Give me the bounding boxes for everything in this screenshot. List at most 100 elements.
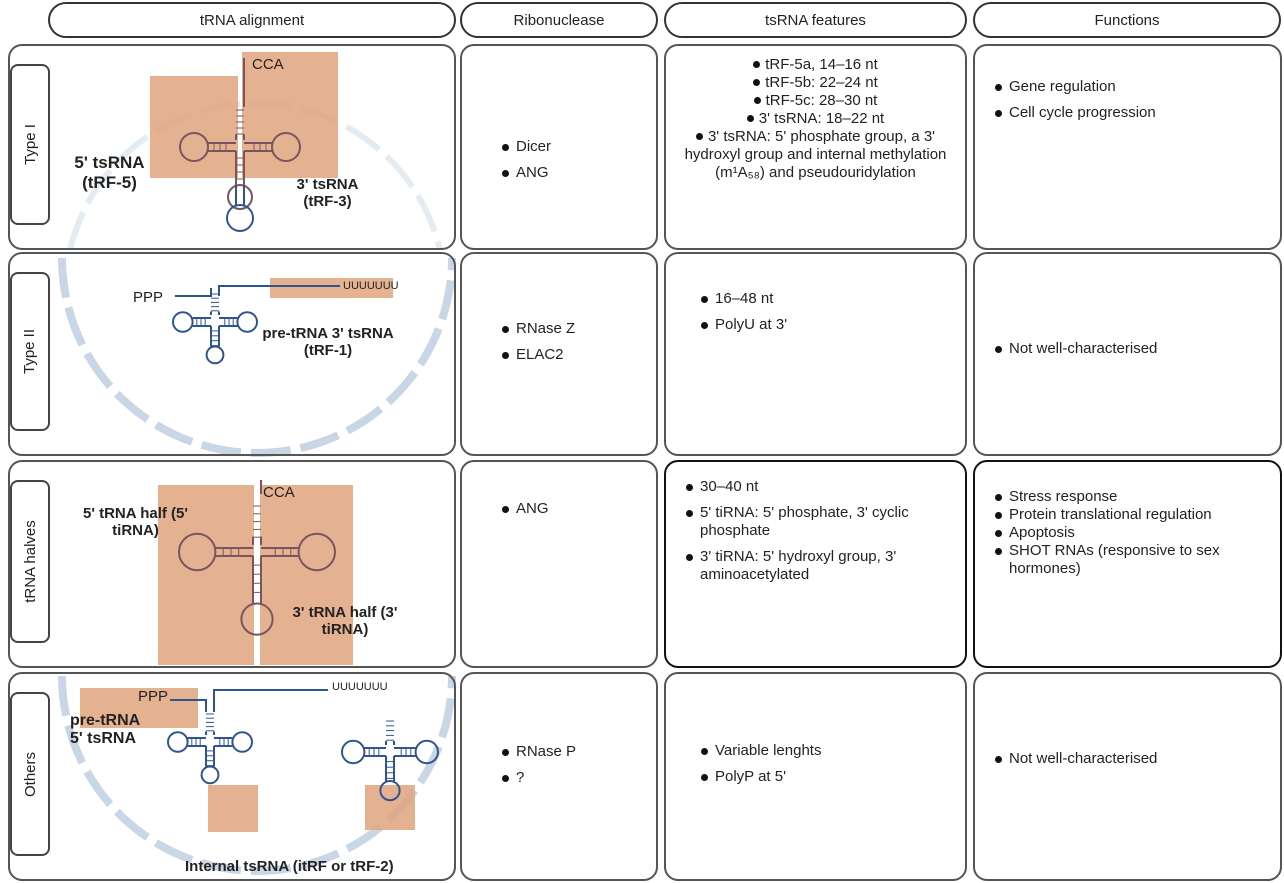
bullet-item: PolyP at 5' [699, 768, 947, 786]
bullet-list: Gene regulation Cell cycle progression [993, 78, 1262, 130]
row-label: Type I [21, 124, 39, 165]
bullet-item: Variable lenghts [699, 742, 947, 760]
loop [200, 765, 220, 785]
table-cell [8, 252, 456, 456]
nucleus-arc [58, 257, 456, 457]
highlight-box [158, 485, 254, 665]
row-label-box: tRNA halves [10, 480, 50, 643]
bullet-list: RNase P? [500, 743, 638, 795]
table-cell [8, 44, 456, 250]
row-label-box: Type I [10, 64, 50, 225]
bullet-item: Not well-characterised [993, 750, 1262, 768]
bullet-list: 16–48 nt PolyU at 3' [699, 290, 947, 342]
loop [172, 311, 194, 333]
bullet-list: tRF-5a, 14–16 nt tRF-5b: 22–24 nt tRF-5c: … [684, 56, 947, 182]
bullet-item: 5' tiRNA: 5' phosphate, 3' cyclic phosph… [684, 504, 947, 540]
table-cell [8, 672, 456, 881]
loop [379, 780, 401, 802]
nucleus-arc [58, 675, 456, 875]
loop [167, 731, 189, 753]
table-cell [460, 460, 658, 668]
row-label: Others [21, 751, 39, 797]
table-cell [664, 252, 967, 456]
alignment-label: 5' tRNA half (5' tiRNA) [83, 505, 188, 539]
loop [179, 132, 209, 162]
alignment-label: CCA [263, 484, 295, 501]
bullet-item: tRF-5b: 22–24 nt [684, 74, 947, 92]
alignment-label: PPP [133, 289, 164, 306]
alignment-label: CCA [252, 56, 284, 73]
table-cell [664, 672, 967, 881]
alignment-label: Internal tsRNA (itRF or tRF-2) [185, 858, 394, 875]
bullet-item: RNase P [500, 743, 638, 761]
table-cell [973, 44, 1282, 250]
loop [178, 532, 217, 572]
bullet-item: 3' tsRNA: 18–22 nt [684, 110, 947, 128]
table-cell [664, 460, 967, 668]
loop [414, 739, 439, 765]
table-cell [460, 252, 658, 456]
bullet-item: 30–40 nt [684, 478, 947, 496]
row-label: tRNA halves [21, 520, 39, 603]
loop [271, 132, 301, 162]
alignment-label: PPP [138, 688, 169, 705]
bullet-item: PolyU at 3' [699, 316, 947, 334]
bullet-list: Not well-characterised [993, 750, 1262, 776]
bullet-item: 3' tsRNA: 5' phosphate group, a 3' hydro… [684, 128, 947, 181]
alignment-label: 5' tsRNA (tRF-5) [74, 153, 145, 192]
alignment-label: pre-tRNA 5' tsRNA [70, 712, 140, 747]
leader [175, 288, 212, 297]
bullet-item: ANG [500, 500, 638, 518]
table-cell [8, 460, 456, 668]
bullet-list: ANG [500, 500, 638, 526]
alignment-label: UUUUUUU [343, 280, 399, 292]
bullet-item: Not well-characterised [993, 340, 1262, 358]
alignment-label: 3' tRNA half (3' tiRNA) [292, 604, 398, 638]
trailer [213, 689, 328, 712]
row-label-box: Type II [10, 272, 50, 431]
bullet-item: RNase Z [500, 320, 638, 338]
column-header: tsRNA features [664, 2, 967, 38]
highlight-box [208, 785, 258, 832]
loop [240, 602, 274, 636]
highlight-box [80, 688, 198, 728]
bullet-list: RNase Z ELAC2 [500, 320, 638, 372]
bullet-list: Not well-characterised [993, 340, 1262, 366]
table-cell [973, 672, 1282, 881]
trailer [218, 285, 340, 296]
bullet-item: ? [500, 769, 638, 787]
highlight-box [260, 485, 353, 665]
loop [341, 739, 366, 765]
bullet-item: SHOT RNAs (responsive to sex hormones) [993, 542, 1262, 578]
bullet-item: Dicer [500, 138, 638, 156]
table-cell [973, 252, 1282, 456]
loop [231, 731, 253, 753]
table-cell [460, 44, 658, 250]
leader [170, 699, 207, 712]
bullet-item: Protein translational regulation [993, 506, 1262, 524]
table-cell [460, 672, 658, 881]
bullet-item: 3' tiRNA: 5' hydroxyl group, 3' aminoace… [684, 548, 947, 584]
loop [226, 204, 254, 232]
alignment-label: pre-tRNA 3' tsRNA (tRF-1) [262, 325, 394, 359]
table-cell [664, 44, 967, 250]
bullet-item: ELAC2 [500, 346, 638, 364]
highlight-box [242, 52, 338, 178]
bullet-list: Dicer ANG [500, 138, 638, 190]
row-label-box: Others [10, 692, 50, 856]
bullet-item: 16–48 nt [699, 290, 947, 308]
bullet-list: 30–40 nt 5' tiRNA: 5' phosphate, 3' cycli… [684, 478, 947, 592]
bullet-item: tRF-5c: 28–30 nt [684, 92, 947, 110]
loop [227, 184, 253, 210]
loop [297, 532, 336, 572]
bullet-item: Gene regulation [993, 78, 1262, 96]
table-cell [973, 460, 1282, 668]
column-header: Functions [973, 2, 1281, 38]
bullet-list: Variable lenghts PolyP at 5' [699, 742, 947, 794]
highlight-box [270, 278, 393, 298]
loop [236, 311, 258, 333]
column-header: tRNA alignment [48, 2, 456, 38]
loop [205, 345, 225, 365]
